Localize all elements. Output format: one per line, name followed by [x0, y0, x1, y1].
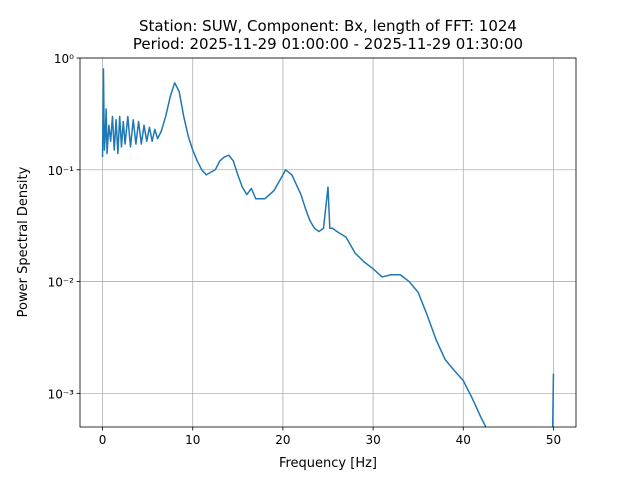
- y-tick-label: 10⁻³: [48, 387, 75, 401]
- x-tick-label: 0: [99, 433, 107, 447]
- x-tick-label: 50: [546, 433, 561, 447]
- x-tick-label: 10: [185, 433, 200, 447]
- x-tick-label: 40: [456, 433, 471, 447]
- y-tick-label: 10⁻²: [48, 276, 75, 290]
- chart-title: Station: SUW, Component: Bx, length of F…: [139, 17, 517, 35]
- x-tick-label: 30: [365, 433, 380, 447]
- chart-subtitle: Period: 2025-11-29 01:00:00 - 2025-11-29…: [133, 35, 523, 53]
- plot-area: [101, 68, 555, 427]
- x-axis-label: Frequency [Hz]: [279, 456, 377, 471]
- data-line: [101, 68, 555, 427]
- y-axis-label: Power Spectral Density: [16, 166, 31, 317]
- axes-frame: [79, 57, 577, 428]
- y-tick-label: 10⁻¹: [48, 164, 75, 178]
- y-tick-label: 10⁰: [54, 52, 74, 66]
- x-tick-label: 20: [275, 433, 290, 447]
